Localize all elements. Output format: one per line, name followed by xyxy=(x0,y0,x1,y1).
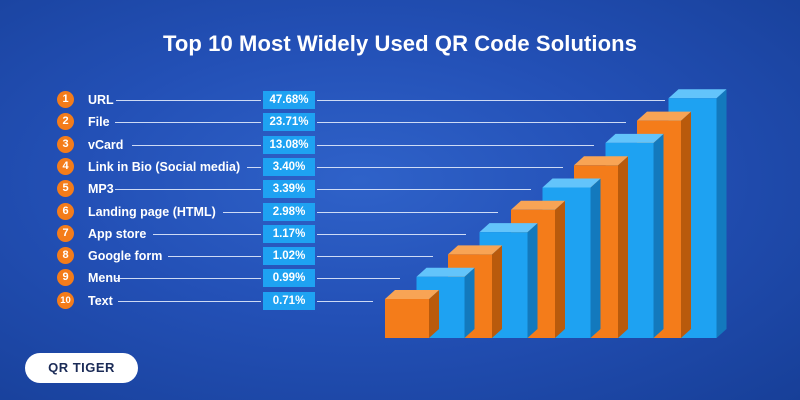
bar-side xyxy=(681,111,691,338)
bar-side xyxy=(492,245,502,338)
bar-top xyxy=(605,133,664,143)
bar-top xyxy=(668,89,727,99)
percentage-label: 13.08% xyxy=(263,136,315,154)
bar-side xyxy=(527,223,538,338)
bar-top xyxy=(448,245,502,255)
percentage-label: 1.02% xyxy=(263,247,315,265)
bar-side xyxy=(618,156,628,338)
percentage-label: 3.40% xyxy=(263,158,315,176)
bar-top xyxy=(479,223,538,233)
category-label: Landing page (HTML) xyxy=(88,205,216,219)
qr-tiger-logo: QR TIGER xyxy=(25,353,138,383)
bar-top xyxy=(385,290,439,299)
category-label: vCard xyxy=(88,138,124,152)
guide-line xyxy=(317,256,433,257)
bar-top xyxy=(511,200,565,210)
bar-top xyxy=(574,156,628,166)
bar-top xyxy=(637,111,691,121)
bar-side xyxy=(653,133,664,338)
guide-line xyxy=(317,122,626,123)
guide-line xyxy=(153,234,261,235)
bar-side xyxy=(555,200,565,338)
chart-title: Top 10 Most Widely Used QR Code Solution… xyxy=(162,31,638,56)
bar-side xyxy=(716,89,727,338)
guide-line xyxy=(116,278,261,279)
category-label: Text xyxy=(88,294,113,308)
rank-badge: 9 xyxy=(57,269,74,286)
rank-badge: 8 xyxy=(57,247,74,264)
rank-badge: 7 xyxy=(57,225,74,242)
category-label: Google form xyxy=(88,249,163,263)
percentage-label: 23.71% xyxy=(263,113,315,131)
rank-badge: 6 xyxy=(57,203,74,220)
category-label: URL xyxy=(88,93,114,107)
category-label: File xyxy=(88,115,110,129)
guide-line xyxy=(317,212,498,213)
guide-line xyxy=(115,122,261,123)
guide-line xyxy=(317,167,563,168)
category-label: Menu xyxy=(88,271,121,285)
guide-line xyxy=(132,145,261,146)
rank-badge: 5 xyxy=(57,180,74,197)
category-label: MP3 xyxy=(88,182,114,196)
percentage-label: 1.17% xyxy=(263,225,315,243)
guide-line xyxy=(317,278,400,279)
percentage-label: 0.71% xyxy=(263,292,315,310)
bar-side xyxy=(429,290,439,338)
guide-line xyxy=(317,301,373,302)
percentage-label: 47.68% xyxy=(263,91,315,109)
bar-side xyxy=(464,267,475,338)
percentage-label: 0.99% xyxy=(263,269,315,287)
percentage-label: 2.98% xyxy=(263,203,315,221)
bar-top xyxy=(416,267,475,277)
guide-line xyxy=(317,100,665,101)
guide-line xyxy=(247,167,261,168)
rank-badge: 2 xyxy=(57,113,74,130)
guide-line xyxy=(118,301,261,302)
guide-line xyxy=(116,100,261,101)
percentage-label: 3.39% xyxy=(263,180,315,198)
bar xyxy=(385,299,429,338)
category-label: Link in Bio (Social media) xyxy=(88,160,241,174)
guide-line xyxy=(317,234,466,235)
bar-side xyxy=(590,178,601,338)
rank-badge: 1 xyxy=(57,91,74,108)
rank-badge: 4 xyxy=(57,158,74,175)
guide-line xyxy=(115,189,261,190)
guide-line xyxy=(317,145,594,146)
bar-top xyxy=(542,178,601,188)
category-label: App store xyxy=(88,227,147,241)
guide-line xyxy=(223,212,261,213)
guide-line xyxy=(317,189,531,190)
guide-line xyxy=(168,256,261,257)
rank-badge: 10 xyxy=(57,292,74,309)
rank-badge: 3 xyxy=(57,136,74,153)
